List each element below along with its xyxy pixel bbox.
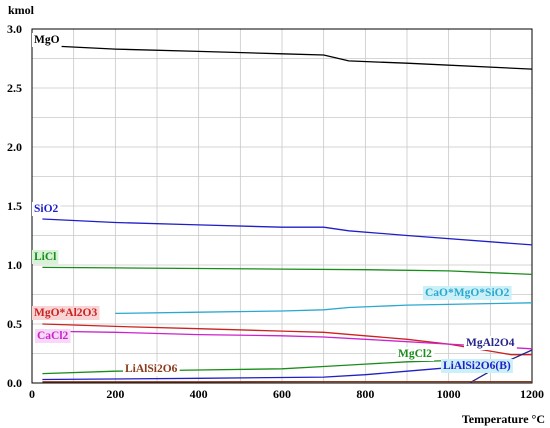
series-label-mgo-al2o3: MgO*Al2O3 xyxy=(32,306,100,320)
series-line-sio2 xyxy=(42,218,533,246)
series-label-text: MgCl2 xyxy=(398,348,432,360)
series-label-text: CaCl2 xyxy=(37,330,69,342)
x-tick-label: 1000 xyxy=(437,387,461,401)
series-label-bg xyxy=(35,329,71,343)
y-tick-label: 0.5 xyxy=(7,317,22,331)
series-line-cao-mgo-sio2 xyxy=(115,302,533,315)
series-label-text: MgO xyxy=(34,34,60,46)
series-label-text: MgAl2O4 xyxy=(466,337,515,349)
series-label-sio2: SiO2 xyxy=(32,202,61,216)
y-tick-label: 1.0 xyxy=(7,258,22,272)
series-label-bg xyxy=(32,250,59,264)
series-label-bg xyxy=(464,336,517,350)
grid xyxy=(31,28,533,384)
series-label-lialsi2o6-b-: LiAlSi2O6(B) xyxy=(441,359,513,373)
series-line-mgcl2 xyxy=(42,359,449,375)
series-line-cacl2 xyxy=(42,330,533,350)
series-label-lialsi2o6: LiAlSi2O6 xyxy=(123,362,180,376)
y-tick-label: 2.0 xyxy=(7,140,22,154)
series-label-bg xyxy=(32,306,100,320)
series-label-text: SiO2 xyxy=(34,203,59,215)
x-tick-label: 1200 xyxy=(520,387,544,401)
series-label-text: MgO*Al2O3 xyxy=(34,307,97,319)
series-label-bg xyxy=(423,286,512,300)
x-axis-title: Temperature °C xyxy=(462,412,545,426)
x-tick-label: 800 xyxy=(356,387,374,401)
series-label-bg xyxy=(32,33,62,47)
series-label-cacl2: CaCl2 xyxy=(35,329,71,343)
series-label-bg xyxy=(32,202,61,216)
series-label-mgal2o4: MgAl2O4 xyxy=(464,336,517,350)
series-label-bg xyxy=(441,359,513,373)
series-lines xyxy=(42,44,533,384)
series-label-bg xyxy=(123,362,180,376)
y-axis-title: kmol xyxy=(8,3,35,17)
series-label-text: LiCl xyxy=(34,251,56,263)
series-label-licl: LiCl xyxy=(32,250,59,264)
series-line-mgo xyxy=(42,44,533,70)
series-label-bg xyxy=(396,347,435,361)
x-tick-label: 0 xyxy=(29,387,35,401)
series-label-text: CaO*MgO*SiO2 xyxy=(425,287,510,299)
x-tick-label: 400 xyxy=(190,387,208,401)
x-tick-label: 600 xyxy=(273,387,291,401)
series-line-mgo-al2o3 xyxy=(42,323,532,356)
y-tick-label: 3.0 xyxy=(7,22,22,36)
ticks: 0 200 400 600 800 1000 1200 0.0 0.5 1.0 1.5 2.0 2.5 3… xyxy=(7,22,544,401)
series-line-licl xyxy=(42,266,533,276)
series-label-text: LiAlSi2O6(B) xyxy=(443,360,511,372)
y-tick-label: 2.5 xyxy=(7,81,22,95)
series-label-cao-mgo-sio2: CaO*MgO*SiO2 xyxy=(423,286,512,300)
series-label-mgcl2: MgCl2 xyxy=(396,347,435,361)
series-label-mgo: MgO xyxy=(32,33,62,47)
series-label-text: LiAlSi2O6 xyxy=(125,363,178,375)
y-tick-label: 1.5 xyxy=(7,199,22,213)
series-labels: MgO SiO2 LiCl CaO*MgO*SiO2 MgO*Al2O3 CaCl2 MgA… xyxy=(32,33,517,376)
y-tick-label: 0.0 xyxy=(7,376,22,390)
x-tick-label: 200 xyxy=(106,387,124,401)
